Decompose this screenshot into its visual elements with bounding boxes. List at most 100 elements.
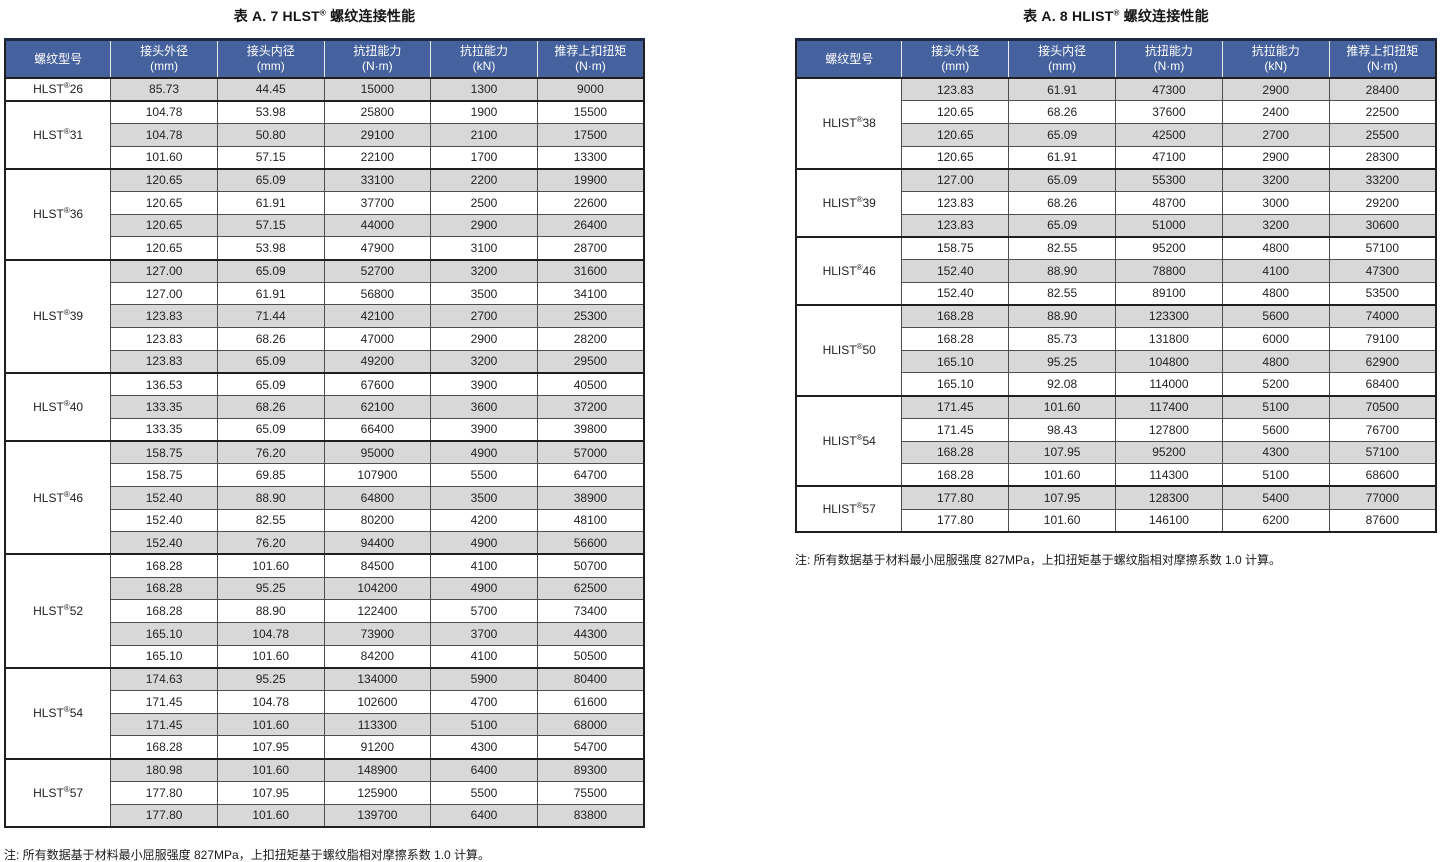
hlst-performance-table: 螺纹型号 接头外径 (mm) 接头内径 (mm) 抗扭能力 (N·m) 抗拉能力 (kN) 推荐上… <box>4 38 645 828</box>
table-row: HLST®26 85.73 44.45 15000 1300 9000 <box>4 77 645 102</box>
outer-diameter-cell: 177.80 <box>901 508 1010 533</box>
inner-diameter-cell: 65.09 <box>216 258 325 283</box>
column-header-makeup-torque: 推荐上扣扭矩 (N·m) <box>1328 38 1436 79</box>
outer-diameter-cell: 165.10 <box>110 622 218 646</box>
column-header-label: 推荐上扣扭矩 <box>1346 44 1419 58</box>
outer-diameter-cell: 127.00 <box>110 258 218 283</box>
registered-trademark-symbol: ® <box>856 433 863 442</box>
table-row: 177.80 101.60 139700 6400 83800 <box>5 803 645 828</box>
table-row: 177.80 101.60 146100 6200 87600 <box>796 508 1437 533</box>
column-header-label: 接头外径 <box>140 44 189 58</box>
table-row: 120.65 57.15 44000 2900 26400 <box>5 213 645 238</box>
outer-diameter-cell: 171.45 <box>110 712 218 737</box>
makeup-torque-cell: 29500 <box>536 349 645 374</box>
torsion-capacity-cell: 89100 <box>1115 281 1223 306</box>
tension-capacity-cell: 2400 <box>1221 100 1330 124</box>
table-note: 注: 所有数据基于材料最小屈服强度 827MPa，上扣扭矩基于螺纹脂相对摩擦系数… <box>4 847 491 862</box>
tension-capacity-cell: 5500 <box>430 463 538 487</box>
registered-trademark-symbol: ® <box>63 398 70 408</box>
registered-trademark-symbol: ® <box>63 705 70 715</box>
torsion-capacity-cell: 102600 <box>323 690 432 714</box>
makeup-torque-cell: 28400 <box>1328 77 1437 102</box>
outer-diameter-cell: 120.65 <box>901 100 1010 124</box>
tension-capacity-cell: 5100 <box>1221 463 1330 487</box>
outer-diameter-cell: 152.40 <box>901 281 1010 306</box>
tension-capacity-cell: 3600 <box>430 395 538 419</box>
tension-capacity-cell: 3200 <box>1221 167 1330 192</box>
table-row: HLST®46 158.75 76.20 95000 4900 57000 <box>4 439 645 555</box>
table-row: 165.10 101.60 84200 4100 50500 <box>5 644 645 669</box>
column-header-label: 接头内径 <box>246 44 295 58</box>
torsion-capacity-cell: 73900 <box>323 622 432 646</box>
outer-diameter-cell: 104.78 <box>110 99 218 124</box>
column-header-unit: (kN) <box>472 59 496 73</box>
column-header-unit: (mm) <box>256 59 285 73</box>
torsion-capacity-cell: 125900 <box>323 780 432 805</box>
outer-diameter-cell: 120.65 <box>901 122 1010 147</box>
tension-capacity-cell: 5900 <box>430 666 538 692</box>
registered-trademark-symbol: ® <box>856 262 863 272</box>
table-row: HLIST®50 168.28 88.90 123300 5600 74000 <box>795 303 1437 397</box>
tension-capacity-cell: 2700 <box>430 304 538 329</box>
tension-capacity-cell: 4800 <box>1221 235 1330 260</box>
torsion-capacity-cell: 107900 <box>323 463 432 487</box>
tension-capacity-cell: 4900 <box>430 531 538 555</box>
torsion-capacity-cell: 104200 <box>323 576 432 601</box>
outer-diameter-cell: 158.75 <box>110 440 218 465</box>
column-header-outer-diameter: 接头外径 (mm) <box>110 38 218 79</box>
torsion-capacity-cell: 128300 <box>1115 485 1223 510</box>
inner-diameter-cell: 101.60 <box>216 803 325 828</box>
inner-diameter-cell: 101.60 <box>216 712 325 737</box>
column-header-unit: (mm) <box>150 59 179 73</box>
table-row: 165.10 92.08 114000 5200 68400 <box>796 372 1437 397</box>
makeup-torque-cell: 68600 <box>1328 463 1437 487</box>
inner-diameter-cell: 101.60 <box>216 553 325 578</box>
outer-diameter-cell: 120.65 <box>901 145 1010 170</box>
inner-diameter-cell: 85.73 <box>1008 327 1117 351</box>
makeup-torque-cell: 89300 <box>536 757 645 782</box>
inner-diameter-cell: 71.44 <box>216 304 325 329</box>
inner-diameter-cell: 82.55 <box>1008 235 1117 260</box>
outer-diameter-cell: 168.28 <box>901 303 1010 329</box>
inner-diameter-cell: 107.95 <box>216 780 325 805</box>
inner-diameter-cell: 101.60 <box>1008 394 1117 419</box>
torsion-capacity-cell: 62100 <box>323 395 432 419</box>
makeup-torque-cell: 57100 <box>1328 235 1437 260</box>
tension-capacity-cell: 6400 <box>430 803 538 828</box>
inner-diameter-cell: 69.85 <box>216 463 325 487</box>
inner-diameter-cell: 92.08 <box>1008 372 1117 397</box>
inner-diameter-cell: 68.26 <box>216 395 325 419</box>
outer-diameter-cell: 152.40 <box>901 259 1010 283</box>
inner-diameter-cell: 82.55 <box>216 508 325 533</box>
tension-capacity-cell: 4800 <box>1221 281 1330 306</box>
column-header-label: 螺纹型号 <box>825 51 874 66</box>
makeup-torque-cell: 29200 <box>1328 190 1437 215</box>
table-row: HLST®39 127.00 65.09 52700 3200 31600 <box>4 258 645 374</box>
outer-diameter-cell: 171.45 <box>901 394 1010 419</box>
makeup-torque-cell: 53500 <box>1328 281 1437 306</box>
model-cell: HLIST®57 <box>795 485 903 533</box>
model-cell: HLST®36 <box>4 167 112 260</box>
inner-diameter-cell: 61.91 <box>216 190 325 215</box>
torsion-capacity-cell: 37700 <box>323 190 432 215</box>
registered-trademark-symbol: ® <box>63 603 70 613</box>
tension-capacity-cell: 3200 <box>430 258 538 283</box>
torsion-capacity-cell: 47000 <box>323 327 432 351</box>
tension-capacity-cell: 3900 <box>430 417 538 442</box>
registered-trademark-symbol: ® <box>856 342 863 352</box>
column-header-label: 接头外径 <box>931 44 980 58</box>
column-header-makeup-torque: 推荐上扣扭矩 (N·m) <box>536 38 644 79</box>
table-row: 152.40 82.55 80200 4200 48100 <box>5 508 645 533</box>
torsion-capacity-cell: 139700 <box>323 803 432 828</box>
table-row: 127.00 61.91 56800 3500 34100 <box>5 281 645 306</box>
outer-diameter-cell: 133.35 <box>110 417 218 442</box>
makeup-torque-cell: 37200 <box>536 395 645 419</box>
torsion-capacity-cell: 42100 <box>323 304 432 329</box>
outer-diameter-cell: 127.00 <box>901 167 1010 192</box>
makeup-torque-cell: 34100 <box>536 281 645 306</box>
torsion-capacity-cell: 44000 <box>323 213 432 238</box>
table-row: 133.35 68.26 62100 3600 37200 <box>5 395 645 419</box>
makeup-torque-cell: 26400 <box>536 213 645 238</box>
torsion-capacity-cell: 51000 <box>1115 213 1223 238</box>
registered-trademark-symbol: ® <box>856 115 863 125</box>
